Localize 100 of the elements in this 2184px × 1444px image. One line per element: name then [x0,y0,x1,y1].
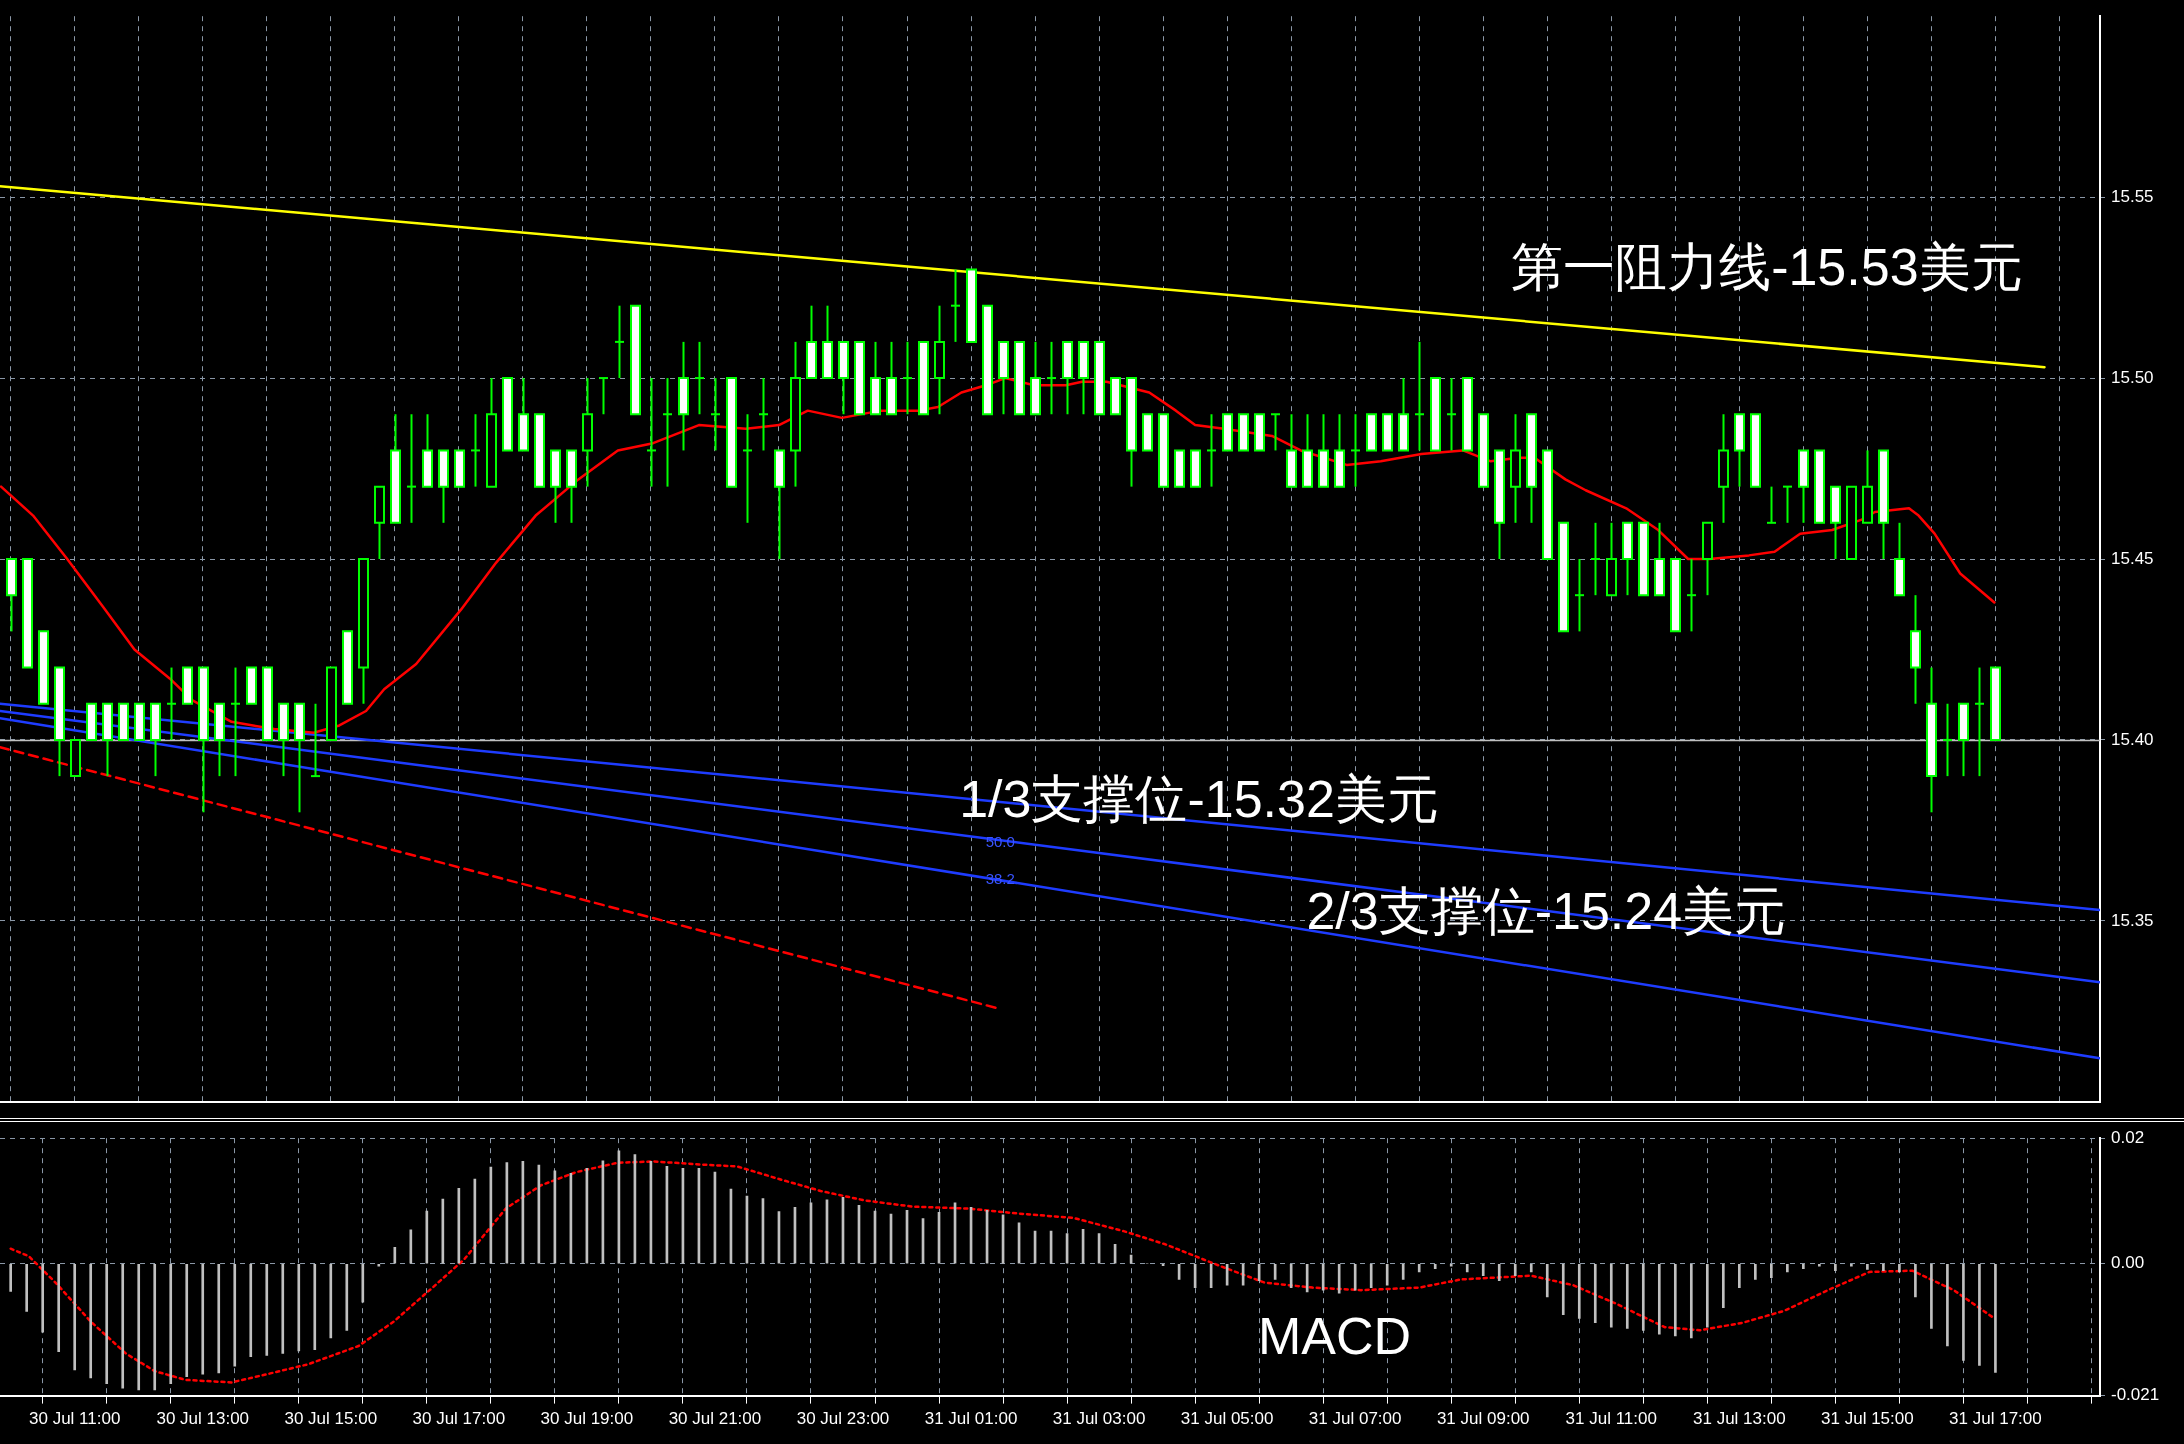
x-tick-label: 31 Jul 15:00 [1821,1409,1914,1429]
x-tick-label: 30 Jul 17:00 [412,1409,506,1429]
candlestick [310,702,321,778]
annotation: 第一阻力线-15.53美元 [1511,237,2023,296]
candlestick [662,377,673,488]
bar [313,1263,317,1351]
bar [425,1210,429,1264]
x-tick-label: 31 Jul 09:00 [1436,1409,1530,1429]
bar [1721,1263,1725,1309]
bar [1866,1263,1869,1270]
candlestick [1270,413,1281,452]
bar [217,1263,221,1374]
bar [25,1263,29,1312]
candlestick [1446,377,1457,452]
candlestick [1590,521,1601,597]
bar [1577,1263,1581,1319]
candlestick [742,413,753,524]
y-tick-label: 15.45 [2111,548,2154,568]
candlestick [1942,702,1953,778]
candlestick [230,666,241,778]
bar [1818,1263,1821,1267]
candlestick [710,377,721,452]
candlestick [1782,485,1793,524]
bar [1834,1263,1837,1271]
y-tick-label: 0.02 [2111,1127,2145,1147]
bar [1850,1263,1853,1267]
candlestick [694,340,705,416]
bar [1641,1263,1645,1331]
bar [1738,1263,1741,1288]
y-tick-label: 15.50 [2111,367,2154,387]
x-tick-label: 31 Jul 07:00 [1308,1409,1402,1429]
bar [1593,1263,1597,1324]
bar [345,1263,349,1331]
bar [1802,1263,1805,1270]
bar [105,1263,109,1384]
bar [297,1263,301,1352]
bar [1786,1263,1789,1273]
bar [1385,1263,1389,1286]
bar [1353,1263,1357,1291]
bar [377,1263,381,1267]
bar [73,1263,77,1371]
bar [1625,1263,1629,1329]
bar [1657,1263,1661,1335]
bar [265,1263,269,1356]
bar [41,1263,45,1333]
candlestick [470,413,481,488]
x-tick-label: 30 Jul 15:00 [284,1409,378,1429]
candlestick [1766,485,1777,524]
bar [1673,1263,1677,1337]
x-tick-label: 31 Jul 01:00 [924,1409,1018,1429]
x-tick-label: 31 Jul 05:00 [1180,1409,1274,1429]
y-tick-label: -0.021 [2111,1385,2160,1405]
bar [361,1263,365,1303]
bar [249,1263,253,1358]
bar [153,1263,157,1391]
x-tick-label: 30 Jul 19:00 [540,1409,634,1429]
candlestick [614,304,625,380]
candlestick [598,377,609,416]
x-tick-label: 30 Jul 21:00 [668,1409,762,1429]
bar [233,1263,237,1367]
bar [1898,1263,1901,1273]
bar [1513,1263,1517,1277]
bar [1609,1263,1613,1328]
bar [1417,1263,1421,1273]
bar [1433,1263,1437,1270]
annotation: MACD [1257,1307,1411,1366]
bar [1465,1263,1469,1273]
bar [1449,1263,1453,1267]
bar [1321,1263,1325,1291]
bar [1882,1263,1885,1271]
candlestick [950,268,961,343]
bar [1337,1263,1341,1294]
candlestick [406,413,417,524]
bar [1914,1263,1917,1298]
bar [1946,1263,1949,1347]
candlestick [646,377,657,488]
y-tick-label: 15.35 [2111,910,2154,930]
bar [1770,1263,1773,1278]
bar [169,1263,173,1384]
bar [1994,1263,1997,1373]
bar [1481,1263,1485,1277]
candlestick [1206,413,1217,488]
candlestick [1414,340,1425,452]
x-tick-label: 31 Jul 11:00 [1565,1409,1657,1429]
y-tick-label: 0.00 [2111,1253,2145,1273]
bar [57,1263,61,1352]
x-tick-label: 31 Jul 13:00 [1693,1409,1786,1429]
candlestick [1574,558,1585,633]
bar [1754,1263,1757,1280]
bar [1705,1263,1709,1328]
x-tick-label: 30 Jul 11:00 [29,1409,121,1429]
x-tick-label: 31 Jul 03:00 [1052,1409,1146,1429]
bar [201,1263,205,1375]
bar [329,1263,333,1339]
x-tick-label: 30 Jul 13:00 [156,1409,250,1429]
bar [121,1263,125,1389]
candlestick [1350,413,1361,488]
bar [1545,1263,1549,1298]
bar [1529,1263,1533,1273]
candlestick [902,340,913,416]
